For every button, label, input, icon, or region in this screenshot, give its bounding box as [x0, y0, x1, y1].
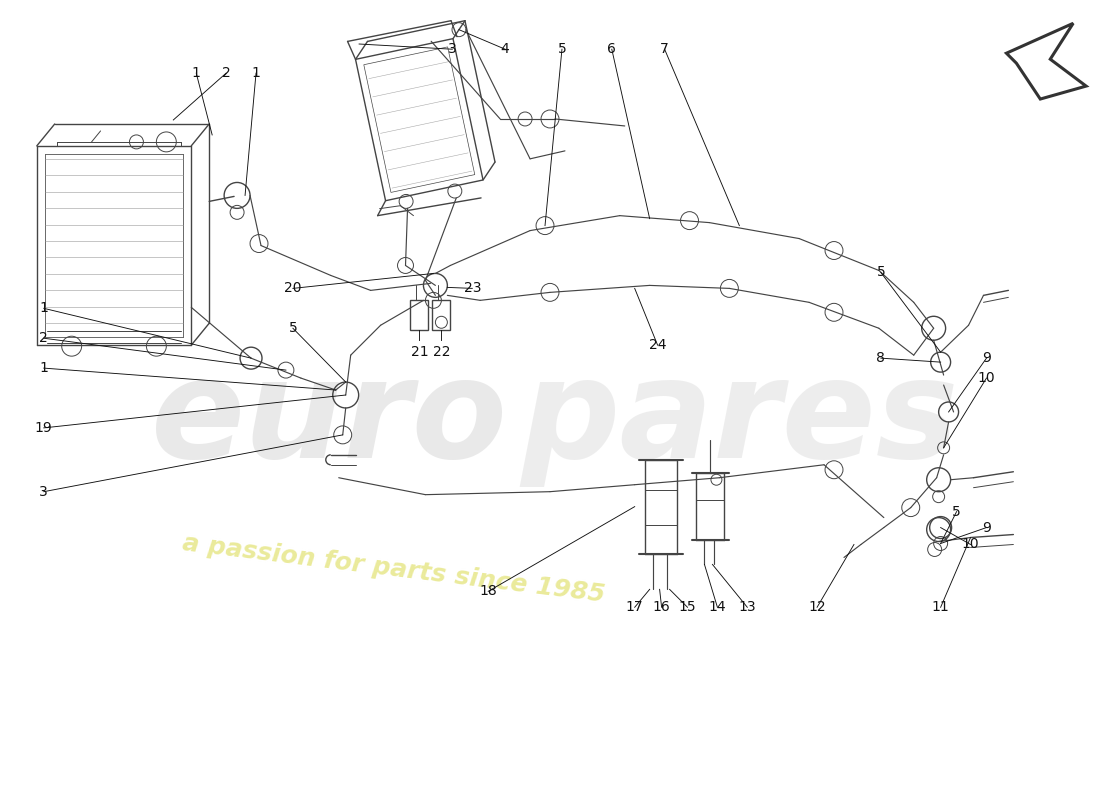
Text: 2: 2 [222, 66, 231, 80]
Text: 24: 24 [649, 338, 667, 352]
Text: 10: 10 [961, 538, 979, 551]
Bar [432, 300, 450, 330]
Text: 5: 5 [558, 42, 566, 56]
Text: 12: 12 [808, 600, 826, 614]
Text: 2: 2 [40, 331, 48, 346]
Text: 22: 22 [432, 345, 450, 359]
Text: 14: 14 [708, 600, 726, 614]
Text: a passion for parts since 1985: a passion for parts since 1985 [182, 531, 607, 607]
Text: 17: 17 [626, 600, 644, 614]
Text: 3: 3 [448, 42, 456, 56]
Text: 1: 1 [191, 66, 200, 80]
Text: 19: 19 [35, 421, 53, 435]
Polygon shape [1006, 23, 1086, 99]
Text: 5: 5 [877, 266, 886, 279]
Text: 20: 20 [284, 282, 301, 295]
Text: pares: pares [520, 353, 958, 487]
Text: 4: 4 [500, 42, 509, 56]
Text: 3: 3 [40, 485, 48, 498]
Text: 16: 16 [652, 600, 671, 614]
Text: 23: 23 [463, 282, 481, 295]
Text: 5: 5 [953, 505, 961, 518]
Text: euro: euro [152, 353, 508, 487]
Text: 15: 15 [679, 600, 696, 614]
Text: 18: 18 [480, 584, 497, 598]
Text: 1: 1 [40, 361, 48, 375]
Text: 8: 8 [877, 351, 886, 365]
Text: 9: 9 [982, 351, 991, 365]
Text: 11: 11 [932, 600, 949, 614]
Text: 7: 7 [660, 42, 669, 56]
Text: 10: 10 [978, 371, 996, 385]
Text: 13: 13 [738, 600, 756, 614]
Text: 5: 5 [288, 322, 297, 335]
Bar [410, 300, 428, 330]
Text: 6: 6 [607, 42, 616, 56]
Text: 21: 21 [410, 345, 428, 359]
Text: 9: 9 [982, 521, 991, 534]
Text: 1: 1 [252, 66, 261, 80]
Text: 1: 1 [40, 302, 48, 315]
